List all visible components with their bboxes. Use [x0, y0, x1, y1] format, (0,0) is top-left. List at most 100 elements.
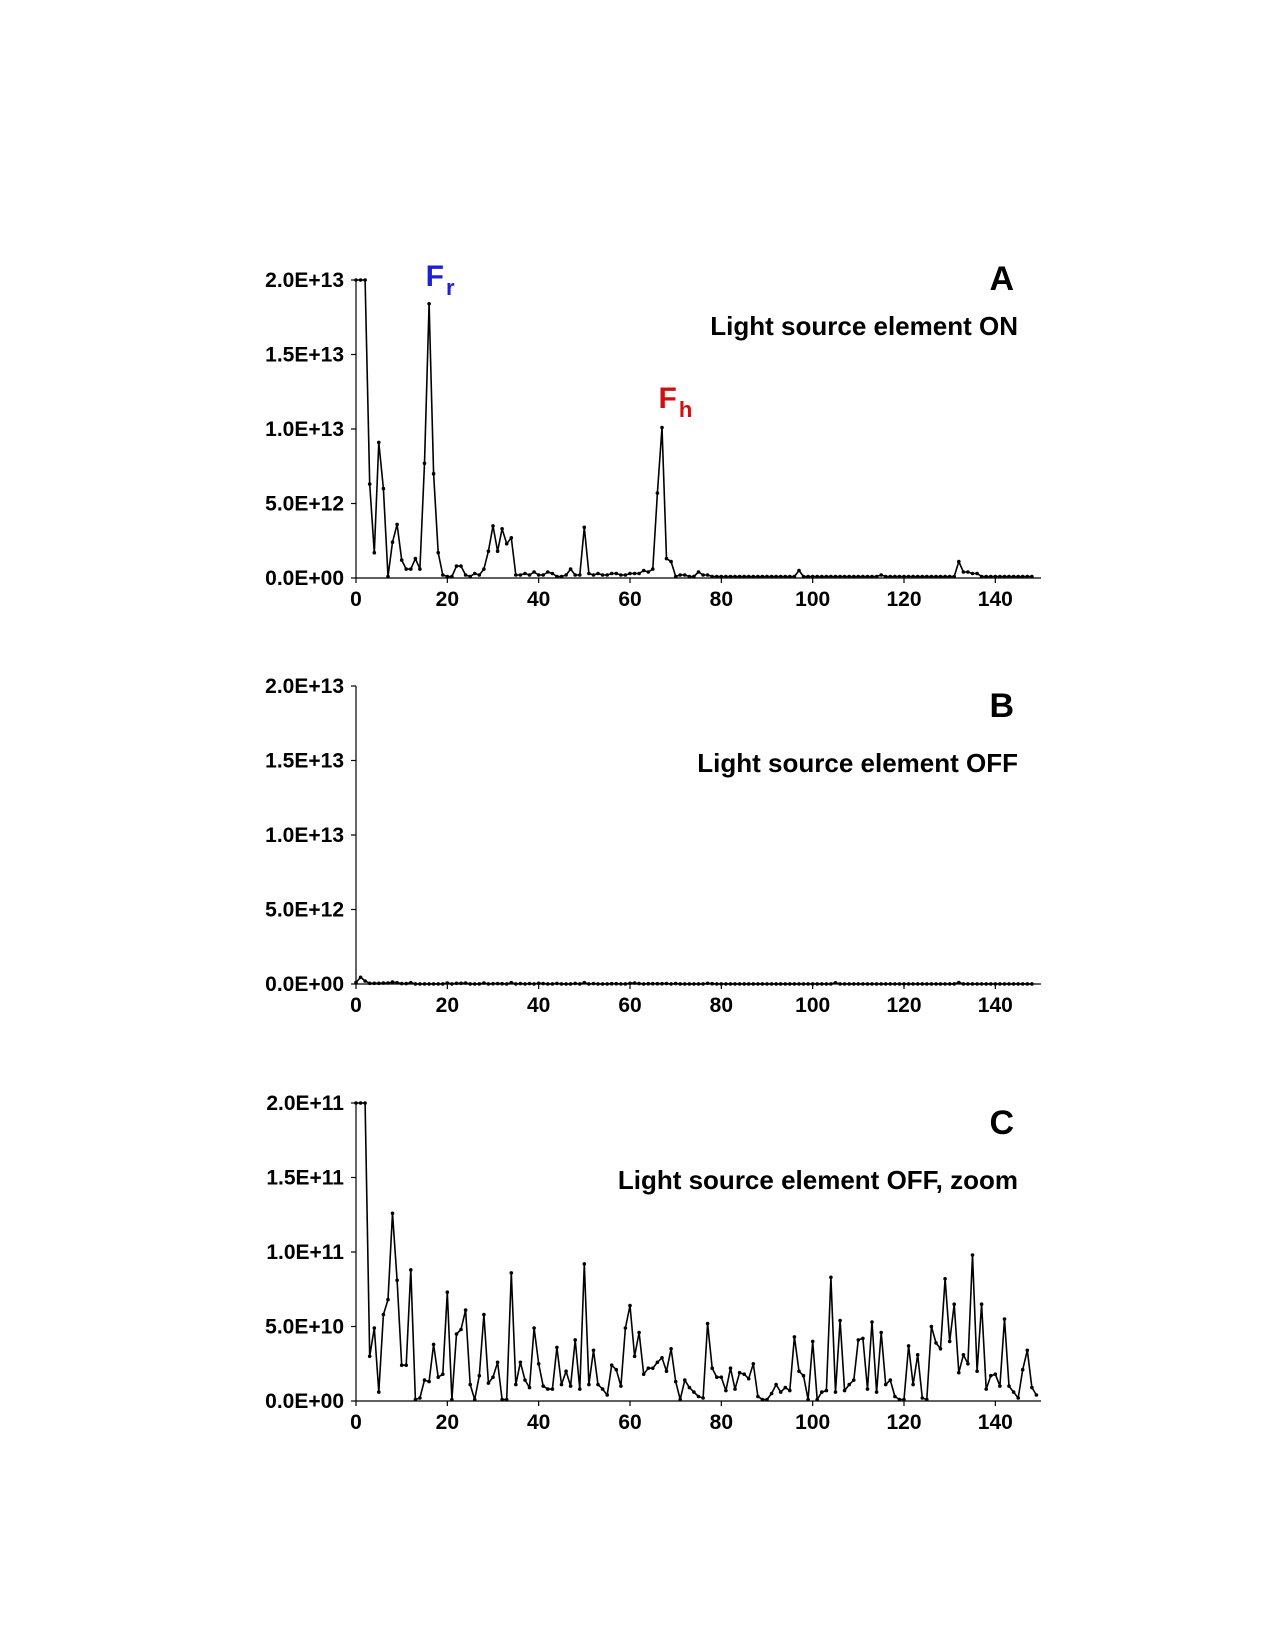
data-point — [1011, 982, 1016, 986]
data-point — [555, 981, 559, 986]
data-point — [463, 981, 468, 985]
data-point — [427, 982, 431, 986]
data-point — [655, 1360, 660, 1365]
data-point — [792, 982, 797, 986]
data-point — [810, 982, 815, 986]
data-point — [847, 574, 851, 579]
data-point — [984, 1387, 988, 1391]
data-point — [911, 982, 915, 986]
data-point — [683, 1378, 687, 1382]
data-point — [879, 982, 883, 986]
data-point — [961, 570, 966, 574]
y-tick-label: 1.0E+13 — [265, 418, 344, 441]
data-point — [774, 982, 778, 986]
data-point — [692, 1390, 696, 1394]
data-point — [865, 574, 870, 579]
data-point — [367, 1354, 372, 1359]
data-point — [514, 1382, 518, 1387]
data-point — [422, 982, 427, 986]
data-point — [979, 574, 984, 579]
data-point — [536, 1362, 541, 1366]
data-point — [938, 982, 943, 986]
x-tick-label: 100 — [795, 994, 830, 1017]
data-point — [906, 982, 911, 986]
data-point — [609, 1363, 614, 1367]
x-tick-label: 0 — [350, 588, 362, 611]
data-point — [861, 982, 865, 986]
data-point — [687, 1385, 692, 1390]
data-point — [363, 1101, 367, 1105]
data-point — [354, 980, 358, 985]
data-point — [774, 574, 778, 579]
data-point — [719, 982, 724, 986]
data-point — [906, 1344, 911, 1348]
data-point — [733, 982, 737, 986]
data-point — [623, 573, 628, 577]
data-point — [756, 574, 760, 579]
data-point — [742, 1372, 746, 1376]
data-point — [929, 1324, 934, 1329]
peak-annotation: Fr — [426, 260, 455, 300]
data-point — [833, 1390, 838, 1394]
data-point — [934, 574, 938, 579]
data-point — [472, 1397, 477, 1402]
x-tick-label: 80 — [710, 994, 733, 1017]
data-point — [591, 573, 596, 577]
data-point — [852, 982, 856, 986]
data-point — [824, 1388, 829, 1393]
data-point — [482, 1312, 486, 1317]
data-point — [842, 982, 847, 986]
data-point — [445, 574, 450, 579]
data-point — [436, 550, 441, 555]
data-point — [555, 574, 559, 579]
data-point — [399, 981, 404, 986]
data-point — [587, 982, 591, 986]
x-tick-label: 0 — [350, 994, 362, 1017]
data-point — [363, 979, 367, 983]
data-point — [637, 571, 641, 576]
data-point — [1030, 982, 1034, 986]
data-point — [468, 982, 473, 986]
data-point — [765, 1397, 769, 1402]
data-point — [737, 574, 742, 579]
data-point — [861, 574, 865, 579]
data-point — [1025, 574, 1030, 579]
panel-title: Light source element OFF — [697, 748, 1018, 778]
data-point — [824, 574, 829, 579]
data-point — [920, 574, 925, 579]
data-point — [459, 1327, 463, 1332]
data-point — [710, 981, 714, 986]
data-point — [591, 981, 596, 986]
data-point — [1030, 1385, 1034, 1390]
data-point — [596, 1382, 600, 1387]
data-point — [482, 567, 486, 571]
data-point — [527, 1385, 532, 1390]
data-point — [801, 574, 806, 579]
x-tick-label: 20 — [436, 1411, 459, 1434]
data-point — [413, 1397, 418, 1402]
data-point — [632, 1354, 637, 1359]
data-point — [888, 982, 893, 986]
data-point — [943, 982, 947, 986]
data-point — [536, 573, 541, 577]
data-point — [728, 982, 733, 986]
data-point — [573, 573, 577, 577]
data-point — [523, 1378, 527, 1382]
data-point — [358, 278, 363, 282]
data-point — [874, 982, 879, 986]
data-point — [925, 1397, 929, 1402]
peak-annotation-main: F — [426, 260, 444, 293]
data-point — [573, 981, 577, 986]
data-point — [1020, 982, 1025, 986]
data-point — [774, 1382, 778, 1387]
data-point — [518, 981, 523, 986]
data-point — [705, 1321, 710, 1326]
data-point — [441, 573, 445, 577]
data-point — [372, 550, 377, 555]
data-point — [578, 982, 582, 986]
data-point — [801, 982, 806, 986]
data-point — [641, 568, 646, 573]
data-point — [541, 1384, 545, 1388]
data-point — [468, 1382, 473, 1387]
